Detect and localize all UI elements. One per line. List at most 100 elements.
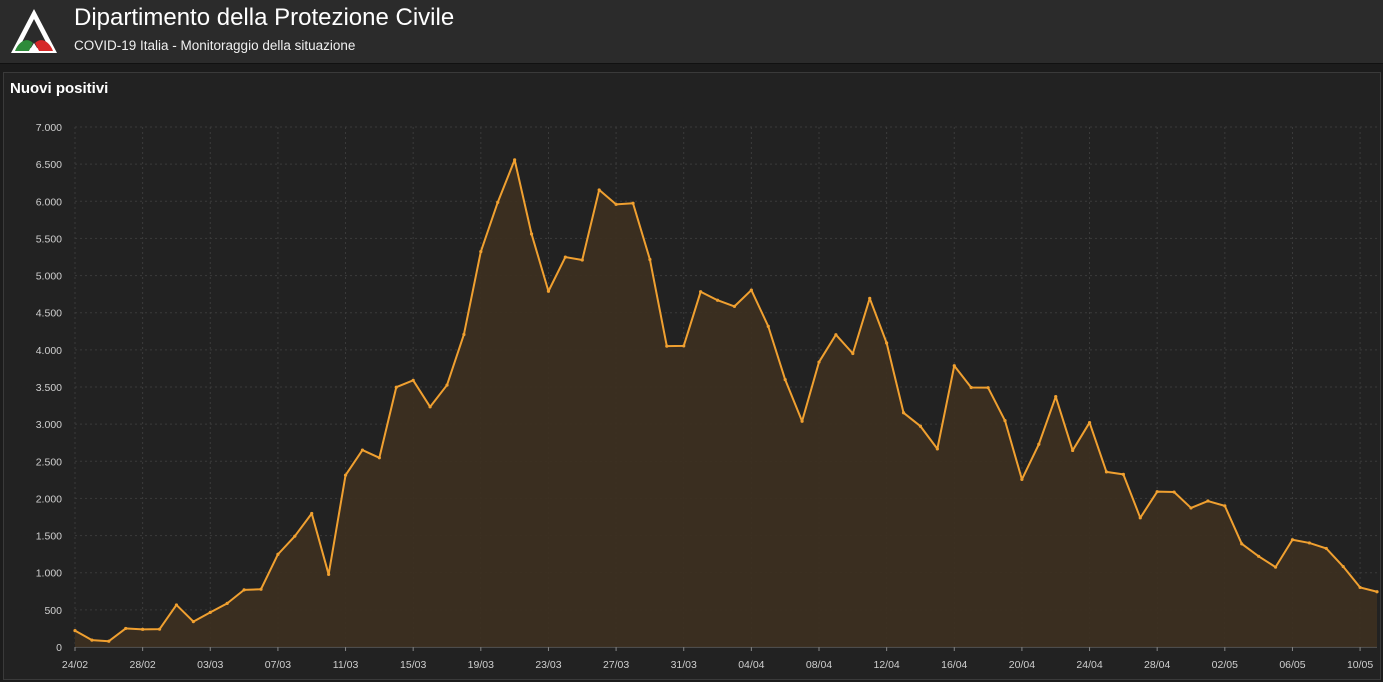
data-point <box>1324 546 1328 551</box>
data-point <box>597 188 601 192</box>
data-point <box>986 386 990 390</box>
data-point <box>1172 490 1176 494</box>
app-header: Dipartimento della Protezione Civile COV… <box>0 0 1383 64</box>
data-point <box>157 627 162 631</box>
y-tick-label: 5.000 <box>36 271 62 283</box>
x-tick-label: 24/04 <box>1076 659 1102 671</box>
data-point <box>1104 470 1109 474</box>
data-point <box>1273 565 1278 569</box>
data-point <box>259 587 263 591</box>
data-point <box>901 411 906 415</box>
y-tick-label: 5.500 <box>36 233 62 245</box>
data-point <box>935 447 939 451</box>
data-point <box>699 290 703 294</box>
data-point <box>1054 395 1058 399</box>
x-tick-label: 31/03 <box>671 659 697 671</box>
data-point <box>479 250 483 254</box>
data-point <box>783 378 787 382</box>
data-point <box>1189 506 1193 510</box>
y-tick-label: 4.500 <box>36 308 62 320</box>
x-tick-label: 15/03 <box>400 659 426 671</box>
data-point <box>749 288 753 292</box>
data-point <box>648 257 652 262</box>
chart-title: Nuovi positivi <box>10 80 109 97</box>
data-point <box>1206 499 1210 503</box>
x-tick-label: 24/02 <box>62 659 88 671</box>
data-point <box>580 258 584 262</box>
chart-panel: Nuovi positivi 0 500 1.000 1.500 2.000 2.500 3… <box>3 72 1381 680</box>
y-tick-label: 1.000 <box>36 568 62 580</box>
data-point <box>682 344 686 348</box>
data-point <box>513 158 517 162</box>
data-point <box>107 639 111 643</box>
data-point <box>293 534 297 538</box>
y-tick-label: 6.500 <box>36 159 62 171</box>
data-point <box>665 344 669 348</box>
data-point <box>817 360 821 364</box>
data-point <box>1037 442 1041 446</box>
data-point <box>1087 420 1092 425</box>
data-point <box>1375 590 1379 594</box>
x-tick-label: 10/05 <box>1347 659 1373 671</box>
data-point <box>73 628 77 633</box>
x-tick-label: 07/03 <box>265 659 291 671</box>
data-point <box>885 341 889 345</box>
data-point <box>310 511 314 516</box>
x-tick-label: 03/03 <box>197 659 223 671</box>
data-point <box>141 627 145 631</box>
data-point <box>445 383 449 387</box>
data-point <box>546 289 551 293</box>
data-point <box>834 333 838 337</box>
x-tick-label: 12/04 <box>873 659 899 671</box>
protezione-civile-logo-icon <box>11 9 57 53</box>
x-tick-label: 04/04 <box>738 659 764 671</box>
x-tick-label: 27/03 <box>603 659 629 671</box>
data-point <box>529 232 534 236</box>
x-tick-label: 19/03 <box>468 659 494 671</box>
data-point <box>732 304 737 308</box>
data-point <box>411 378 415 382</box>
data-point <box>1223 504 1227 508</box>
data-point <box>952 364 956 368</box>
data-point <box>1121 472 1125 476</box>
data-point <box>276 552 280 556</box>
x-tick-label: 23/03 <box>535 659 561 671</box>
y-tick-label: 2.500 <box>36 456 62 468</box>
data-point <box>462 332 466 337</box>
data-point <box>1358 585 1362 590</box>
y-tick-label: 6.000 <box>36 196 62 208</box>
data-point <box>631 201 635 205</box>
data-point <box>1257 554 1261 558</box>
y-tick-label: 3.000 <box>36 419 62 431</box>
data-point <box>327 572 331 577</box>
data-point <box>1290 538 1295 542</box>
data-point <box>242 588 246 592</box>
data-point <box>1071 448 1075 453</box>
y-tick-label: 0 <box>56 642 62 654</box>
y-tick-label: 1.500 <box>36 531 62 543</box>
data-point <box>377 456 381 460</box>
data-point <box>851 351 855 356</box>
y-tick-label: 4.000 <box>36 345 62 357</box>
data-point <box>1240 542 1244 546</box>
data-point <box>715 298 720 302</box>
data-point <box>918 424 923 428</box>
x-tick-label: 16/04 <box>941 659 967 671</box>
x-tick-label: 02/05 <box>1212 659 1238 671</box>
y-tick-label: 7.000 <box>36 122 62 134</box>
x-tick-label: 28/02 <box>129 659 155 671</box>
data-point <box>394 385 398 389</box>
data-point <box>1020 477 1024 482</box>
y-tick-label: 3.500 <box>36 382 62 394</box>
data-point <box>225 601 229 605</box>
data-point <box>766 324 770 328</box>
data-point <box>360 448 365 452</box>
series-line <box>74 158 1378 643</box>
x-tick-label: 08/04 <box>806 659 832 671</box>
data-point <box>614 202 618 206</box>
data-point <box>1341 564 1345 569</box>
data-point <box>563 255 567 259</box>
x-tick-label: 11/03 <box>333 659 359 671</box>
data-point <box>124 626 128 631</box>
y-tick-label: 2.000 <box>36 493 62 505</box>
